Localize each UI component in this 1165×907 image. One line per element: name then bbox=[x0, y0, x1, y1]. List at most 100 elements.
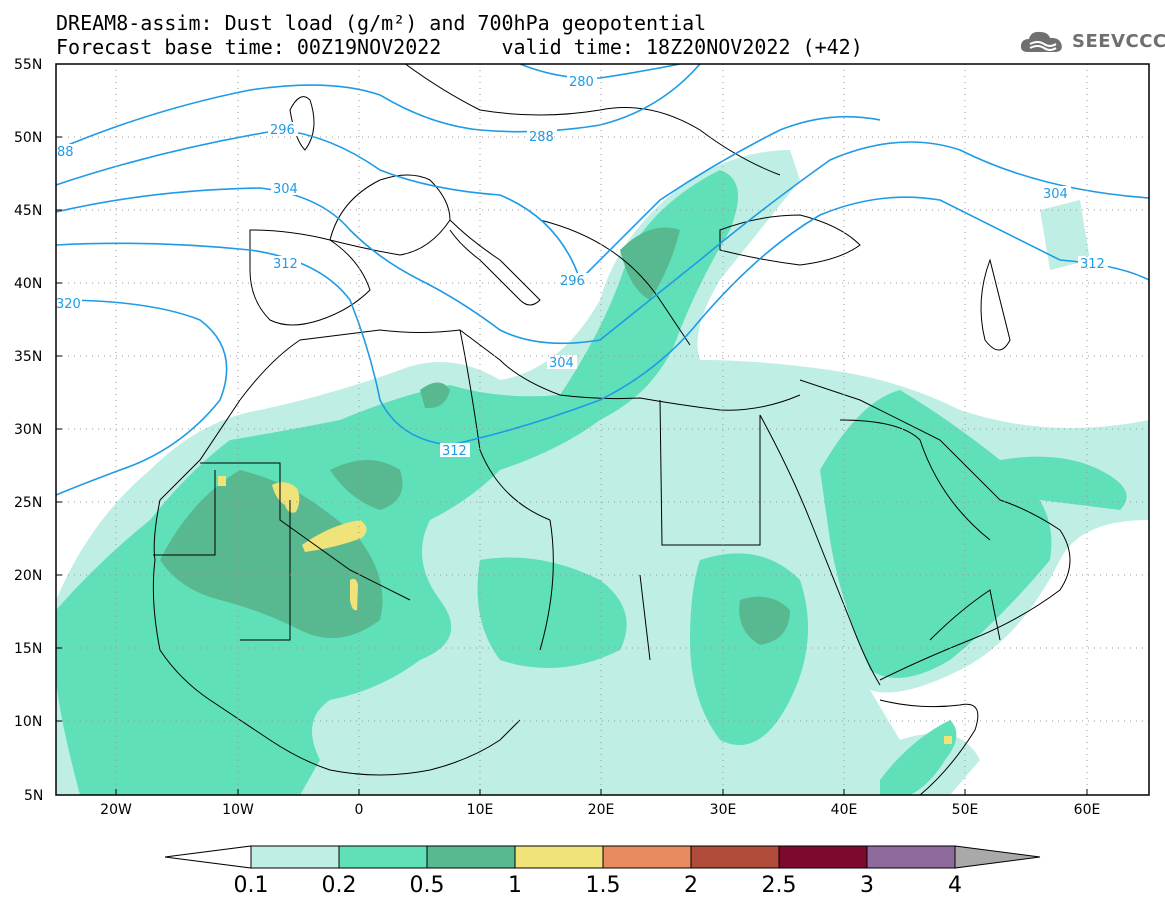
colorbar-segment bbox=[690, 845, 780, 869]
map-title: DREAM8-assim: Dust load (g/m²) and 700hP… bbox=[56, 11, 707, 35]
dust-low-region bbox=[1040, 200, 1090, 270]
lat-label: 45N bbox=[14, 203, 42, 219]
lon-label: 50E bbox=[952, 802, 979, 818]
cloud-icon bbox=[1020, 31, 1062, 52]
colorbar-segment bbox=[778, 845, 868, 869]
coastline-west-africa bbox=[152, 399, 521, 776]
lon-label: 40E bbox=[831, 802, 858, 818]
colorbar-label: 0.5 bbox=[410, 873, 445, 898]
dust-peak-region bbox=[944, 736, 952, 744]
coastline-horn-africa bbox=[879, 699, 979, 795]
lon-label: 20E bbox=[588, 802, 615, 818]
lat-label: 30N bbox=[14, 422, 42, 438]
border-line bbox=[539, 519, 554, 651]
colorbar-segment bbox=[250, 845, 340, 869]
coastline-caspian bbox=[980, 258, 1011, 351]
coastline-france bbox=[329, 174, 451, 256]
dust-mid-region bbox=[1000, 456, 1127, 510]
lat-label: 35N bbox=[14, 349, 42, 365]
border-line bbox=[240, 500, 291, 641]
dust-high-region bbox=[160, 470, 383, 638]
longitude-labels: 20W 10W 0 10E 20E 30E 40E 50E 60E bbox=[100, 802, 1100, 818]
contour-label: 304 bbox=[549, 356, 574, 371]
colorbar-label: 2.5 bbox=[762, 873, 797, 898]
lat-label: 40N bbox=[14, 276, 42, 292]
lat-label: 10N bbox=[14, 714, 42, 730]
dust-mid-region bbox=[477, 557, 627, 668]
latitude-labels: 55N 50N 45N 40N 35N 30N 25N 20N 15N 10N … bbox=[14, 57, 43, 804]
colorbar-label: 3 bbox=[860, 873, 874, 898]
contour-label: 304 bbox=[273, 182, 298, 197]
coastline-arabia bbox=[799, 379, 1071, 681]
contour-label: 312 bbox=[273, 257, 298, 272]
lat-label: 15N bbox=[14, 641, 42, 657]
contour-label: 320 bbox=[56, 297, 81, 312]
lon-label: 20W bbox=[100, 802, 132, 818]
lat-label: 5N bbox=[24, 788, 43, 804]
border-line bbox=[200, 462, 411, 601]
lat-label: 55N bbox=[14, 57, 42, 73]
colorbar-label: 0.2 bbox=[322, 873, 357, 898]
colorbar-segment bbox=[866, 845, 956, 869]
lat-label: 25N bbox=[14, 495, 42, 511]
colorbar-segment bbox=[338, 845, 428, 869]
lon-label: 0 bbox=[355, 802, 364, 818]
logo-text: SEEVCCC bbox=[1072, 30, 1165, 52]
contour-labels: 280 288 88 296 296 304 304 304 312 312 3… bbox=[56, 74, 1108, 459]
border-line bbox=[459, 329, 551, 521]
seevccc-logo: SEEVCCC bbox=[1018, 24, 1165, 58]
dust-peak-region bbox=[350, 578, 358, 611]
colorbar-label: 1.5 bbox=[586, 873, 621, 898]
colorbar-segment bbox=[602, 845, 692, 869]
colorbar-segment bbox=[954, 845, 1041, 869]
colorbar-label: 2 bbox=[684, 873, 698, 898]
border-line bbox=[659, 399, 761, 546]
border-line bbox=[153, 470, 216, 556]
dust-peak-region bbox=[272, 482, 300, 513]
colorbar: 0.1 0.2 0.5 1 1.5 2 2.5 3 4 bbox=[164, 845, 1041, 898]
coastline-balkans bbox=[539, 219, 691, 346]
coastline-red-sea bbox=[759, 414, 881, 686]
lon-label: 10E bbox=[467, 802, 494, 818]
dust-high-region bbox=[420, 382, 450, 409]
border-line bbox=[639, 574, 651, 661]
contour-label: 288 bbox=[529, 130, 554, 145]
map-subtitle: Forecast base time: 00Z19NOV2022 valid t… bbox=[56, 35, 863, 59]
contour-label: 296 bbox=[270, 123, 295, 138]
contour-label: 88 bbox=[57, 145, 74, 160]
contour-label: 312 bbox=[1080, 257, 1105, 272]
contour-280 bbox=[519, 64, 681, 80]
lon-label: 10W bbox=[222, 802, 254, 818]
dust-high-region bbox=[330, 460, 403, 510]
dust-high-region bbox=[739, 596, 790, 645]
coastline-iberia bbox=[249, 229, 371, 326]
contour-label: 280 bbox=[569, 75, 594, 90]
dust-mid-region bbox=[690, 553, 808, 745]
contour-label: 296 bbox=[560, 274, 585, 289]
coastlines bbox=[152, 64, 1071, 795]
lon-label: 60E bbox=[1074, 802, 1101, 818]
contour-320 bbox=[56, 299, 228, 496]
colorbar-label: 0.1 bbox=[234, 873, 269, 898]
colorbar-label: 4 bbox=[948, 873, 962, 898]
lat-label: 20N bbox=[14, 568, 42, 584]
border-line bbox=[839, 419, 991, 541]
coastline-europe-north bbox=[404, 64, 781, 176]
lon-label: 30E bbox=[710, 802, 737, 818]
contour-label: 312 bbox=[442, 444, 467, 459]
axis-ticks bbox=[56, 63, 1088, 795]
colorbar-segment bbox=[164, 845, 252, 869]
colorbar-segment bbox=[514, 845, 604, 869]
lat-label: 50N bbox=[14, 130, 42, 146]
contour-288 bbox=[56, 64, 701, 151]
colorbar-segment bbox=[426, 845, 516, 869]
dust-peak-region bbox=[302, 520, 367, 552]
dust-peak-region bbox=[218, 476, 226, 486]
colorbar-label: 1 bbox=[508, 873, 522, 898]
contour-label: 304 bbox=[1043, 187, 1068, 202]
contour-312 bbox=[56, 196, 1149, 446]
graticule bbox=[56, 64, 1149, 795]
dust-mid-region bbox=[880, 720, 957, 795]
coastline-italy bbox=[449, 219, 541, 306]
